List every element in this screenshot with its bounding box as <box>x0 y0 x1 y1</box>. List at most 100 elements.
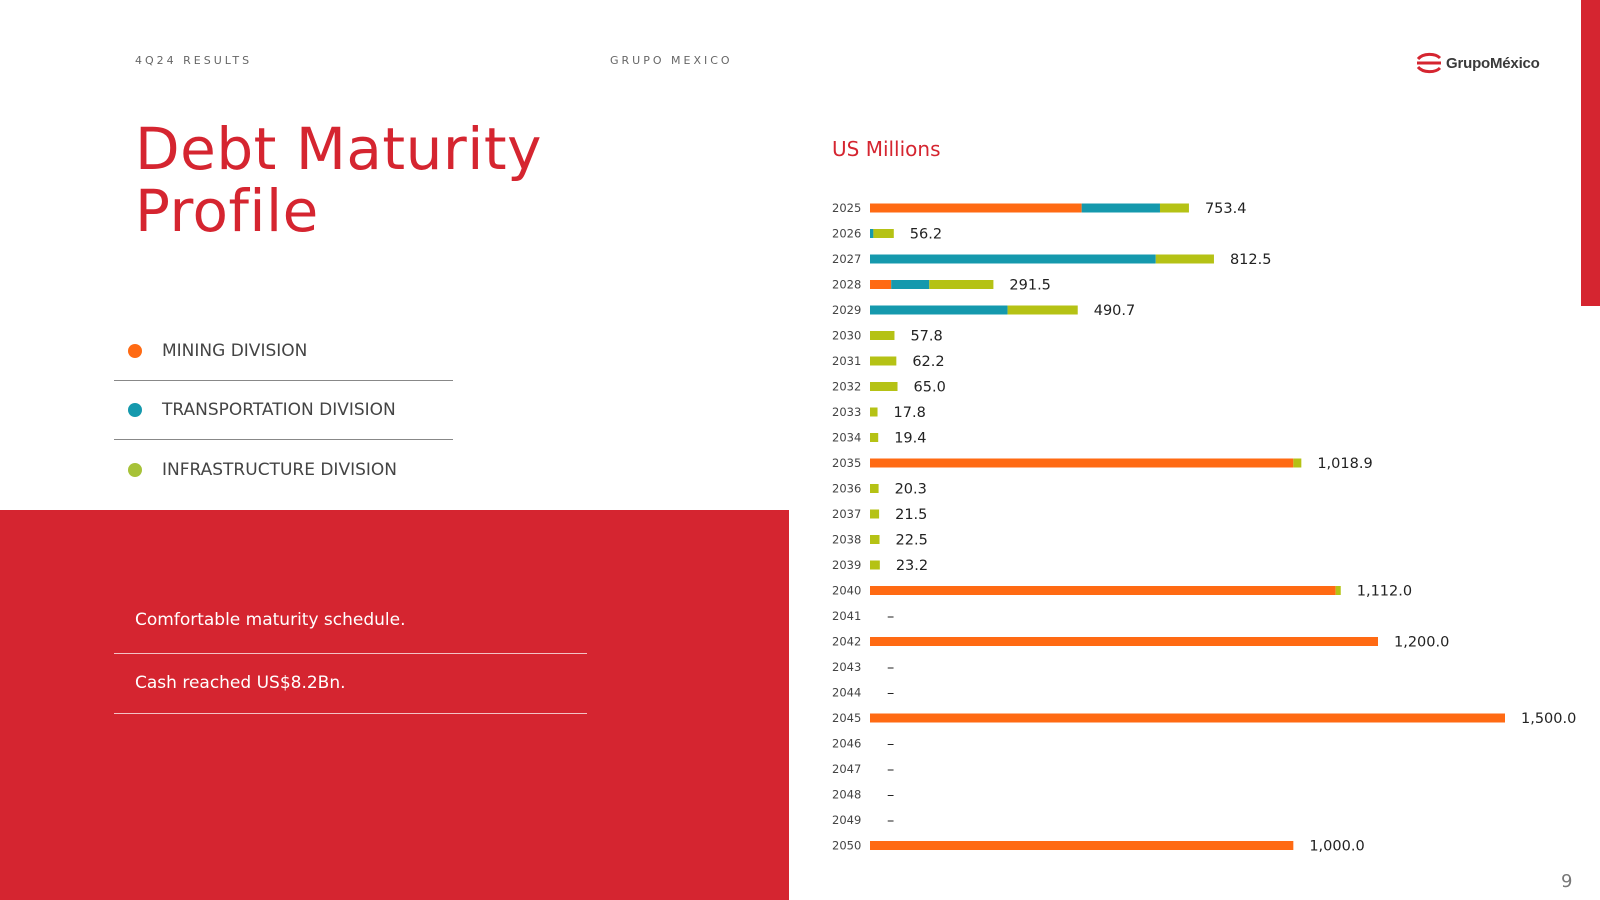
legend-label: TRANSPORTATION DIVISION <box>162 400 396 420</box>
year-tick-label: 2036 <box>832 482 861 496</box>
bar-total-label: 1,000.0 <box>1309 839 1364 855</box>
bar-total-label: – <box>887 609 894 625</box>
highlights-panel: Comfortable maturity schedule. Cash reac… <box>0 510 789 900</box>
bar-total-label: 17.8 <box>894 405 926 421</box>
bar-total-label: 812.5 <box>1230 252 1272 268</box>
bar-total-label: 1,200.0 <box>1394 635 1449 651</box>
bar-total-label: 21.5 <box>895 507 927 523</box>
year-tick-label: 2041 <box>832 609 861 623</box>
bar-total-label: 22.5 <box>896 533 928 549</box>
bar-segment-infrastructure <box>870 433 879 442</box>
bar-total-label: – <box>887 788 894 804</box>
bar-total-label: 19.4 <box>894 431 926 447</box>
year-tick-label: 2034 <box>832 431 861 445</box>
highlight-item: Cash reached US$8.2Bn. <box>114 654 587 714</box>
highlights-list: Comfortable maturity schedule. Cash reac… <box>114 590 587 714</box>
company-logo: GrupoMéxico <box>1416 50 1540 76</box>
bar-total-label: 1,018.9 <box>1317 456 1372 472</box>
year-tick-label: 2027 <box>832 252 861 266</box>
bar-total-label: 1,112.0 <box>1357 584 1412 600</box>
year-tick-label: 2046 <box>832 737 861 751</box>
bar-total-label: – <box>887 813 894 829</box>
infrastructure-dot-icon <box>128 462 142 477</box>
year-tick-label: 2039 <box>832 558 861 572</box>
bar-total-label: – <box>887 660 894 676</box>
year-tick-label: 2035 <box>832 456 861 470</box>
bar-segment-infrastructure <box>870 535 880 544</box>
bar-segment-infrastructure <box>1007 305 1078 315</box>
bar-total-label: – <box>887 737 894 753</box>
year-tick-label: 2042 <box>832 635 861 649</box>
year-tick-label: 2050 <box>832 839 861 853</box>
bar-total-label: 291.5 <box>1009 278 1051 294</box>
bar-total-label: 65.0 <box>914 380 946 396</box>
year-tick-label: 2031 <box>832 354 861 368</box>
bar-segment-infrastructure <box>1155 254 1214 264</box>
bar-segment-infrastructure <box>870 356 897 366</box>
year-tick-label: 2047 <box>832 762 861 776</box>
accent-side-bar <box>1581 0 1600 306</box>
highlight-item: Comfortable maturity schedule. <box>114 590 587 654</box>
bar-segment-infrastructure <box>929 280 994 289</box>
bar-segment-mining <box>870 637 1378 646</box>
year-tick-label: 2048 <box>832 788 861 802</box>
page-title: Debt Maturity Profile <box>135 118 542 242</box>
bar-segment-mining <box>870 713 1505 723</box>
bar-total-label: 23.2 <box>896 558 928 574</box>
bar-segment-transportation <box>870 254 1156 264</box>
title-line-1: Debt Maturity <box>135 115 542 183</box>
bar-segment-infrastructure <box>870 407 878 417</box>
bar-segment-mining <box>870 458 1294 468</box>
bar-segment-infrastructure <box>870 331 895 340</box>
bar-total-label: 20.3 <box>895 482 927 498</box>
mining-dot-icon <box>128 344 142 358</box>
bar-total-label: – <box>887 686 894 702</box>
bar-segment-infrastructure <box>870 509 880 519</box>
division-legend: MINING DIVISION TRANSPORTATION DIVISION … <box>114 322 453 499</box>
year-tick-label: 2049 <box>832 813 861 827</box>
legend-item-mining: MINING DIVISION <box>114 322 453 381</box>
bar-segment-infrastructure <box>870 560 880 570</box>
bar-segment-infrastructure <box>1335 586 1341 595</box>
year-tick-label: 2025 <box>832 201 861 215</box>
bar-total-label: 490.7 <box>1094 303 1136 319</box>
bar-segment-infrastructure <box>873 229 894 238</box>
bar-segment-mining <box>870 841 1294 850</box>
transportation-dot-icon <box>128 403 142 417</box>
logo-text: GrupoMéxico <box>1446 54 1540 72</box>
year-tick-label: 2032 <box>832 380 861 394</box>
bar-segment-infrastructure <box>870 484 879 493</box>
bar-total-label: 57.8 <box>910 329 942 345</box>
bar-total-label: 56.2 <box>910 227 942 243</box>
year-tick-label: 2037 <box>832 507 861 521</box>
bar-segment-transportation <box>870 305 1008 315</box>
year-tick-label: 2030 <box>832 329 861 343</box>
bar-segment-transportation <box>1081 203 1160 213</box>
bar-segment-infrastructure <box>870 382 898 391</box>
title-line-2: Profile <box>135 177 319 245</box>
bar-total-label: 62.2 <box>912 354 944 370</box>
grupo-mexico-logo-icon <box>1416 52 1442 74</box>
year-tick-label: 2033 <box>832 405 861 419</box>
year-tick-label: 2040 <box>832 584 861 598</box>
page-number: 9 <box>1561 871 1573 892</box>
bar-segment-mining <box>870 203 1082 213</box>
bar-total-label: 753.4 <box>1205 201 1247 217</box>
year-tick-label: 2043 <box>832 660 861 674</box>
report-period: 4Q24 RESULTS <box>135 54 253 67</box>
legend-label: INFRASTRUCTURE DIVISION <box>162 459 397 480</box>
bar-total-label: – <box>887 762 894 778</box>
bar-segment-mining <box>870 280 892 289</box>
bar-segment-mining <box>870 586 1336 595</box>
company-header: GRUPO MEXICO <box>610 54 733 67</box>
year-tick-label: 2045 <box>832 711 861 725</box>
year-tick-label: 2029 <box>832 303 861 317</box>
bar-segment-infrastructure <box>1293 458 1302 468</box>
chart-unit-label: US Millions <box>832 137 941 161</box>
year-tick-label: 2044 <box>832 686 861 700</box>
legend-item-transportation: TRANSPORTATION DIVISION <box>114 381 453 440</box>
legend-label: MINING DIVISION <box>162 341 308 361</box>
legend-item-infrastructure: INFRASTRUCTURE DIVISION <box>114 440 453 499</box>
bar-segment-transportation <box>891 280 930 289</box>
